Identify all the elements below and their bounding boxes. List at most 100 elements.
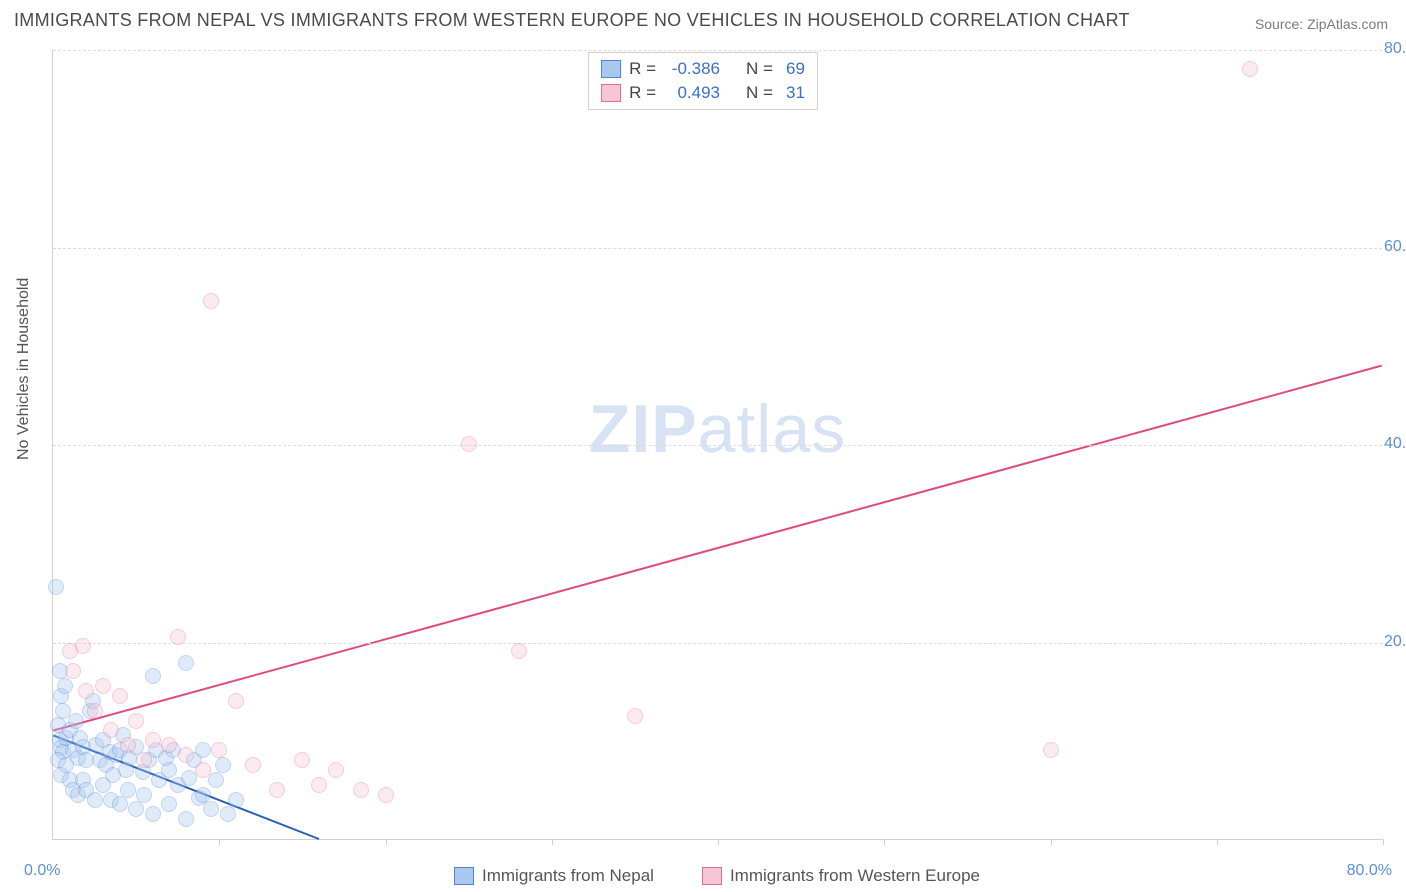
scatter-point — [128, 801, 144, 817]
scatter-point — [145, 732, 161, 748]
scatter-point — [328, 762, 344, 778]
x-origin-label: 0.0% — [24, 862, 60, 880]
scatter-point — [195, 742, 211, 758]
scatter-point — [311, 777, 327, 793]
scatter-point — [178, 655, 194, 671]
scatter-point — [145, 668, 161, 684]
scatter-point — [112, 796, 128, 812]
plot-area: ZIPatlas 20.0%40.0%60.0%80.0% — [52, 50, 1382, 840]
y-axis-label: No Vehicles in Household — [15, 278, 33, 460]
x-max-label: 80.0% — [1347, 862, 1392, 880]
stats-legend-box: R = -0.386 N = 69 R = 0.493 N = 31 — [588, 52, 818, 110]
stat-r-label: R = — [629, 81, 656, 105]
scatter-point — [203, 293, 219, 309]
scatter-point — [87, 703, 103, 719]
scatter-point — [220, 806, 236, 822]
legend-label: Immigrants from Nepal — [482, 866, 654, 886]
scatter-point — [136, 752, 152, 768]
scatter-point — [1043, 742, 1059, 758]
y-tick-label: 20.0% — [1376, 633, 1406, 651]
source-value: ZipAtlas.com — [1307, 16, 1388, 32]
scatter-point — [128, 713, 144, 729]
scatter-point — [58, 757, 74, 773]
scatter-point — [294, 752, 310, 768]
scatter-point — [353, 782, 369, 798]
scatter-point — [57, 678, 73, 694]
scatter-point — [145, 806, 161, 822]
stat-n-label: N = — [746, 81, 773, 105]
scatter-point — [228, 792, 244, 808]
scatter-point — [195, 787, 211, 803]
scatter-point — [120, 737, 136, 753]
x-tick — [386, 839, 387, 845]
scatter-point — [120, 782, 136, 798]
scatter-point — [178, 811, 194, 827]
legend-item: Immigrants from Western Europe — [702, 866, 980, 886]
scatter-point — [95, 678, 111, 694]
stats-row: R = 0.493 N = 31 — [601, 81, 805, 105]
scatter-point — [103, 722, 119, 738]
legend-swatch — [702, 867, 722, 885]
trend-line — [53, 366, 1381, 731]
x-tick — [219, 839, 220, 845]
legend-item: Immigrants from Nepal — [454, 866, 654, 886]
gridline — [53, 643, 1382, 644]
scatter-point — [208, 772, 224, 788]
scatter-point — [136, 787, 152, 803]
scatter-point — [228, 693, 244, 709]
scatter-point — [215, 757, 231, 773]
source-attribution: Source: ZipAtlas.com — [1255, 16, 1388, 32]
stat-r-value: -0.386 — [664, 57, 720, 81]
scatter-point — [161, 796, 177, 812]
watermark-zip: ZIP — [589, 391, 698, 467]
stat-r-value: 0.493 — [664, 81, 720, 105]
legend-swatch — [454, 867, 474, 885]
stat-n-label: N = — [746, 57, 773, 81]
scatter-point — [178, 747, 194, 763]
scatter-point — [511, 643, 527, 659]
scatter-point — [170, 629, 186, 645]
scatter-point — [95, 777, 111, 793]
x-tick — [1383, 839, 1384, 845]
scatter-point — [75, 638, 91, 654]
y-tick-label: 40.0% — [1376, 435, 1406, 453]
scatter-point — [203, 801, 219, 817]
gridline — [53, 50, 1382, 51]
x-tick — [1051, 839, 1052, 845]
scatter-point — [65, 663, 81, 679]
y-tick-label: 60.0% — [1376, 238, 1406, 256]
scatter-point — [48, 579, 64, 595]
scatter-point — [245, 757, 261, 773]
scatter-point — [112, 688, 128, 704]
legend-swatch — [601, 84, 621, 102]
scatter-point — [269, 782, 285, 798]
scatter-point — [87, 792, 103, 808]
source-label: Source: — [1255, 16, 1303, 32]
bottom-legend: Immigrants from Nepal Immigrants from Wes… — [52, 866, 1382, 886]
x-tick — [1217, 839, 1218, 845]
scatter-point — [78, 683, 94, 699]
stat-r-label: R = — [629, 57, 656, 81]
scatter-point — [211, 742, 227, 758]
gridline — [53, 445, 1382, 446]
scatter-point — [461, 436, 477, 452]
scatter-point — [378, 787, 394, 803]
x-tick — [718, 839, 719, 845]
scatter-point — [161, 762, 177, 778]
legend-label: Immigrants from Western Europe — [730, 866, 980, 886]
x-tick — [884, 839, 885, 845]
legend-swatch — [601, 60, 621, 78]
scatter-point — [627, 708, 643, 724]
scatter-point — [161, 737, 177, 753]
scatter-point — [195, 762, 211, 778]
x-tick — [552, 839, 553, 845]
stat-n-value: 31 — [781, 81, 805, 105]
scatter-point — [1242, 61, 1258, 77]
stat-n-value: 69 — [781, 57, 805, 81]
chart-title: IMMIGRANTS FROM NEPAL VS IMMIGRANTS FROM… — [14, 10, 1130, 31]
watermark: ZIPatlas — [589, 390, 846, 468]
stats-row: R = -0.386 N = 69 — [601, 57, 805, 81]
watermark-atlas: atlas — [698, 391, 847, 467]
gridline — [53, 248, 1382, 249]
y-tick-label: 80.0% — [1376, 40, 1406, 58]
